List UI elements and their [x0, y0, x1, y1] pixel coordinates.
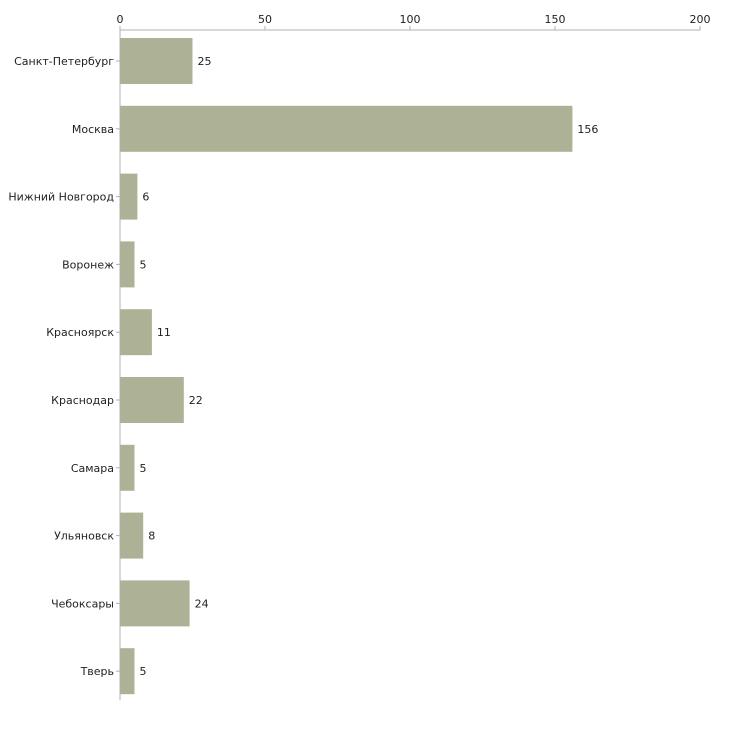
value-label: 25 [198, 55, 212, 68]
category-label: Чебоксары [51, 597, 114, 610]
bar [120, 105, 573, 152]
bar [120, 580, 190, 627]
category-label: Красноярск [46, 326, 114, 339]
value-label: 24 [195, 597, 209, 610]
x-tick-label: 0 [117, 13, 124, 26]
category-label: Москва [72, 123, 114, 136]
category-label: Нижний Новгород [8, 191, 114, 204]
bar [120, 512, 144, 559]
category-label: Краснодар [51, 394, 114, 407]
value-label: 156 [577, 123, 598, 136]
x-tick-label: 200 [690, 13, 711, 26]
value-label: 11 [157, 326, 171, 339]
axes: 0 50 100 150 200 [116, 13, 711, 700]
bar [120, 241, 135, 288]
category-label: Санкт-Петербург [14, 55, 114, 68]
value-label: 5 [140, 665, 147, 678]
bars [120, 38, 573, 695]
value-label: 22 [189, 394, 203, 407]
category-label: Самара [71, 462, 114, 475]
category-label: Ульяновск [54, 530, 114, 543]
x-tick-label: 100 [400, 13, 421, 26]
category-label: Воронеж [62, 258, 114, 271]
bar [120, 173, 138, 220]
x-tick-label: 50 [258, 13, 272, 26]
category-label: Тверь [80, 665, 114, 678]
bar [120, 309, 152, 356]
bar [120, 648, 135, 695]
value-label: 6 [142, 191, 149, 204]
labels: Санкт-Петербург 25 Москва 156 Нижний Новгоро… [8, 55, 598, 678]
x-tick-label: 150 [545, 13, 566, 26]
value-label: 5 [140, 258, 147, 271]
bar [120, 38, 193, 84]
value-label: 8 [148, 530, 155, 543]
value-label: 5 [140, 462, 147, 475]
bar [120, 444, 135, 491]
bar [120, 377, 184, 423]
